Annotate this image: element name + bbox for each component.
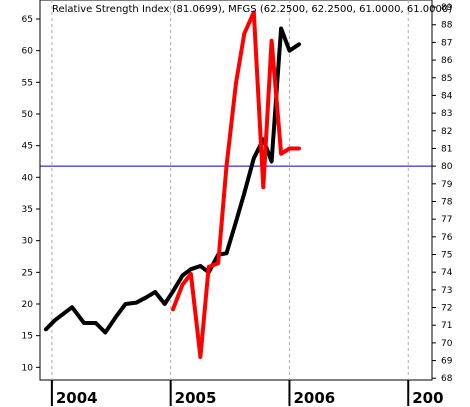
right-tick-label-86: 86 <box>441 56 453 66</box>
right-tick-label-84: 84 <box>441 91 453 101</box>
right-tick-label-88: 88 <box>441 21 453 31</box>
left-tick-label-55: 55 <box>22 78 33 88</box>
right-tick-label-72: 72 <box>441 304 452 314</box>
right-axis: 68 69 70 71 72 73 74 75 76 77 78 79 80 81 82 83 84 85 86 87… <box>432 3 453 384</box>
right-tick-label-74: 74 <box>441 268 453 278</box>
right-tick-label-89: 89 <box>441 3 453 13</box>
left-tick-label-60: 60 <box>22 47 34 57</box>
right-tick-label-71: 71 <box>441 321 452 331</box>
right-tick-label-85: 85 <box>441 74 452 84</box>
left-tick-label-65: 65 <box>22 15 33 25</box>
price-line <box>171 10 301 359</box>
left-tick-label-15: 15 <box>22 332 33 342</box>
left-tick-label-20: 20 <box>22 300 34 310</box>
year-label-2006: 2006 <box>293 389 335 407</box>
right-tick-label-68: 68 <box>441 374 453 384</box>
right-tick-label-87: 87 <box>441 38 452 48</box>
left-tick-label-45: 45 <box>22 142 33 152</box>
right-tick-label-69: 69 <box>441 357 453 367</box>
right-tick-label-75: 75 <box>441 251 452 261</box>
year-label-2004: 2004 <box>56 389 98 407</box>
right-tick-label-73: 73 <box>441 286 452 296</box>
left-tick-label-25: 25 <box>22 268 33 278</box>
x-axis: 2004 2005 2006 200 <box>50 380 444 407</box>
right-tick-label-82: 82 <box>441 127 452 137</box>
series-lines <box>40 10 432 359</box>
right-tick-label-79: 79 <box>441 180 453 190</box>
right-tick-label-80: 80 <box>441 162 453 172</box>
right-tick-label-83: 83 <box>441 109 452 119</box>
left-tick-label-35: 35 <box>22 205 33 215</box>
right-tick-label-81: 81 <box>441 144 452 154</box>
right-tick-label-70: 70 <box>441 339 453 349</box>
plot-area <box>39 0 433 381</box>
left-tick-label-10: 10 <box>22 363 34 373</box>
right-tick-label-78: 78 <box>441 197 453 207</box>
right-tick-label-76: 76 <box>441 233 453 243</box>
right-tick-label-77: 77 <box>441 215 452 225</box>
left-tick-label-30: 30 <box>22 237 34 247</box>
year-label-2005: 2005 <box>175 389 217 407</box>
year-label-200: 200 <box>412 389 443 407</box>
left-tick-label-50: 50 <box>22 110 34 120</box>
left-tick-label-40: 40 <box>22 173 34 183</box>
left-axis: 10 15 20 25 30 35 40 45 50 55 60 65 <box>22 15 40 373</box>
chart-title: Relative Strength Index (81.0699), MFGS … <box>52 4 452 15</box>
